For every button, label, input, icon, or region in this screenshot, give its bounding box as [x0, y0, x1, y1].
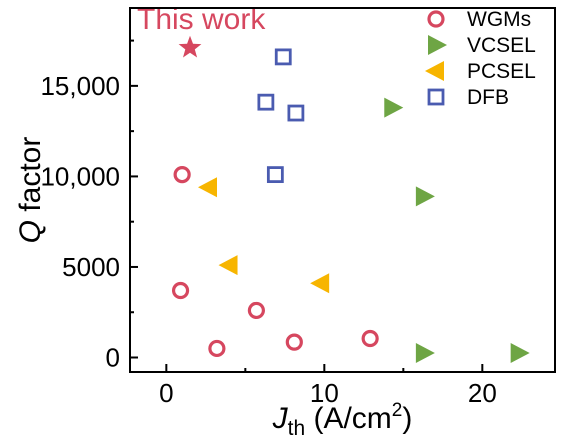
pcsel-point [310, 273, 330, 294]
vcsel-point [384, 97, 404, 118]
legend-label-dfb: DFB [467, 86, 509, 109]
vcsel-point [415, 186, 435, 207]
dfb-point [266, 166, 284, 184]
vcsel-point [415, 342, 435, 363]
wgms-point [247, 301, 265, 320]
annotation: This work [137, 3, 266, 58]
y-tick-label: 15,000 [40, 71, 120, 101]
legend-marker-vcsel [428, 35, 447, 55]
legend-marker-dfb [427, 88, 445, 106]
data-points [171, 48, 530, 363]
vcsel-point [510, 342, 530, 363]
x-tick-label: 10 [310, 378, 339, 408]
x-title-unit: (A/cm [305, 402, 392, 435]
x-title-superscript: 2 [392, 400, 403, 421]
this-work-star [178, 35, 202, 58]
plot-frame [129, 7, 556, 373]
y-axis-title: Q factor [14, 137, 47, 244]
pcsel-point [218, 255, 238, 276]
dfb-point [257, 93, 275, 111]
y-tick-label: 5000 [62, 252, 120, 282]
dfb-point [274, 48, 292, 66]
legend-label-vcsel: VCSEL [467, 34, 536, 57]
y-title-symbol: Q [14, 220, 47, 243]
x-title-symbol: J [272, 402, 289, 435]
y-tick-label: 10,000 [40, 161, 120, 191]
axis-ticks: 0 10 20 0 5000 10,000 15,000 [40, 39, 497, 408]
x-title-unit-end: ) [402, 402, 412, 435]
x-axis-title: Jth (A/cm2) [272, 400, 413, 440]
x-tick-label: 0 [159, 378, 173, 408]
legend-label-wgms: WGMs [467, 8, 531, 31]
wgms-point [208, 339, 226, 358]
x-title-subscript: th [288, 417, 306, 440]
dfb-point [287, 104, 305, 122]
y-title-rest: factor [14, 137, 47, 220]
x-tick-label: 20 [468, 378, 497, 408]
wgms-point [171, 281, 190, 300]
legend: WGMs VCSEL PCSEL DFB [425, 8, 536, 109]
legend-label-pcsel: PCSEL [467, 60, 536, 83]
wgms-point [285, 333, 303, 351]
y-tick-label: 0 [106, 343, 120, 373]
wgms-point [173, 166, 191, 184]
legend-marker-wgms [427, 10, 445, 28]
legend-marker-pcsel [425, 61, 444, 81]
wgms-point [361, 329, 379, 348]
pcsel-point [197, 177, 217, 198]
